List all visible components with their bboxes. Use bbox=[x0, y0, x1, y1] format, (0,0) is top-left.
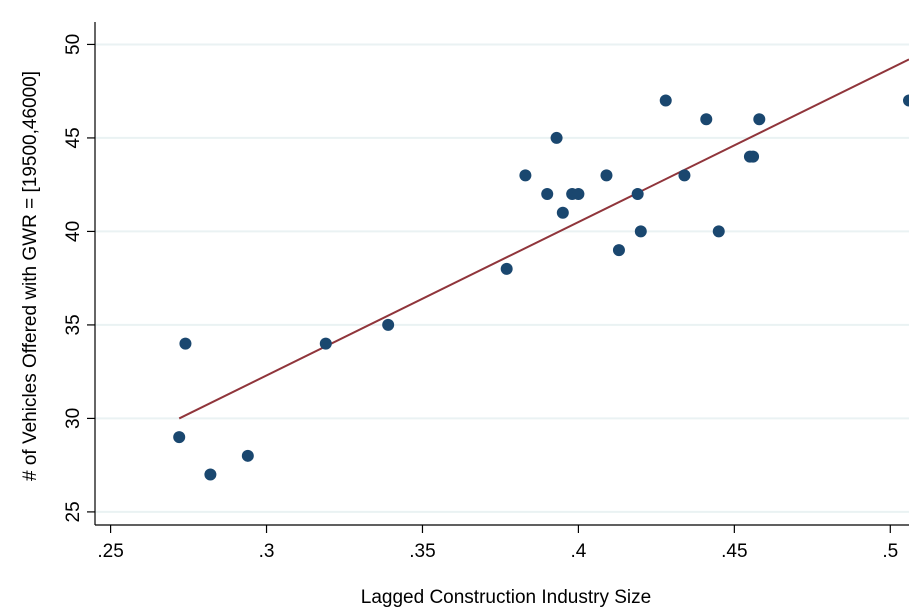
data-point-12 bbox=[572, 188, 585, 201]
data-point-24 bbox=[903, 94, 909, 107]
data-point-22 bbox=[747, 150, 760, 163]
axes bbox=[94, 22, 909, 526]
x-axis-ticks: .25 .3 .35 .4 .45 .5 bbox=[97, 525, 898, 562]
x-tick-label-5: .5 bbox=[882, 541, 898, 562]
data-point-5 bbox=[382, 318, 395, 331]
data-point-13 bbox=[600, 169, 613, 182]
data-point-10 bbox=[556, 206, 569, 219]
y-axis-title: # of Vehicles Offered with GWR = [19500,… bbox=[20, 71, 41, 481]
scatter-points bbox=[173, 94, 909, 481]
fit-line bbox=[178, 58, 909, 420]
x-tick-label-2: .35 bbox=[409, 541, 435, 562]
data-point-4 bbox=[319, 337, 332, 350]
data-point-2 bbox=[204, 468, 217, 481]
data-point-15 bbox=[631, 188, 644, 201]
x-tick-label-0: .25 bbox=[97, 541, 123, 562]
data-point-7 bbox=[519, 169, 532, 182]
y-tick-label-35: 35 bbox=[63, 314, 84, 335]
x-tick-label-1: .3 bbox=[259, 541, 275, 562]
x-tick-label-4: .45 bbox=[721, 541, 747, 562]
data-point-16 bbox=[634, 225, 647, 238]
data-point-17 bbox=[659, 94, 672, 107]
data-point-23 bbox=[753, 113, 766, 126]
data-point-19 bbox=[700, 113, 713, 126]
fit-line-group bbox=[178, 58, 909, 420]
data-point-6 bbox=[500, 262, 513, 275]
data-point-3 bbox=[241, 449, 254, 462]
x-tick-label-3: .4 bbox=[570, 541, 586, 562]
y-tick-label-45: 45 bbox=[63, 127, 84, 148]
data-point-9 bbox=[550, 131, 563, 144]
data-point-20 bbox=[712, 225, 725, 238]
gridlines bbox=[95, 43, 909, 513]
y-tick-label-50: 50 bbox=[63, 34, 84, 55]
data-point-1 bbox=[179, 337, 192, 350]
y-tick-label-40: 40 bbox=[63, 221, 84, 242]
y-axis-ticks: 25 30 35 40 45 50 bbox=[63, 34, 95, 522]
y-tick-label-25: 25 bbox=[63, 501, 84, 522]
x-axis-title: Lagged Construction Industry Size bbox=[361, 587, 651, 608]
y-tick-label-30: 30 bbox=[63, 408, 84, 429]
data-point-14 bbox=[612, 244, 625, 257]
data-point-0 bbox=[173, 431, 186, 444]
data-point-18 bbox=[678, 169, 691, 182]
data-point-8 bbox=[541, 188, 554, 201]
